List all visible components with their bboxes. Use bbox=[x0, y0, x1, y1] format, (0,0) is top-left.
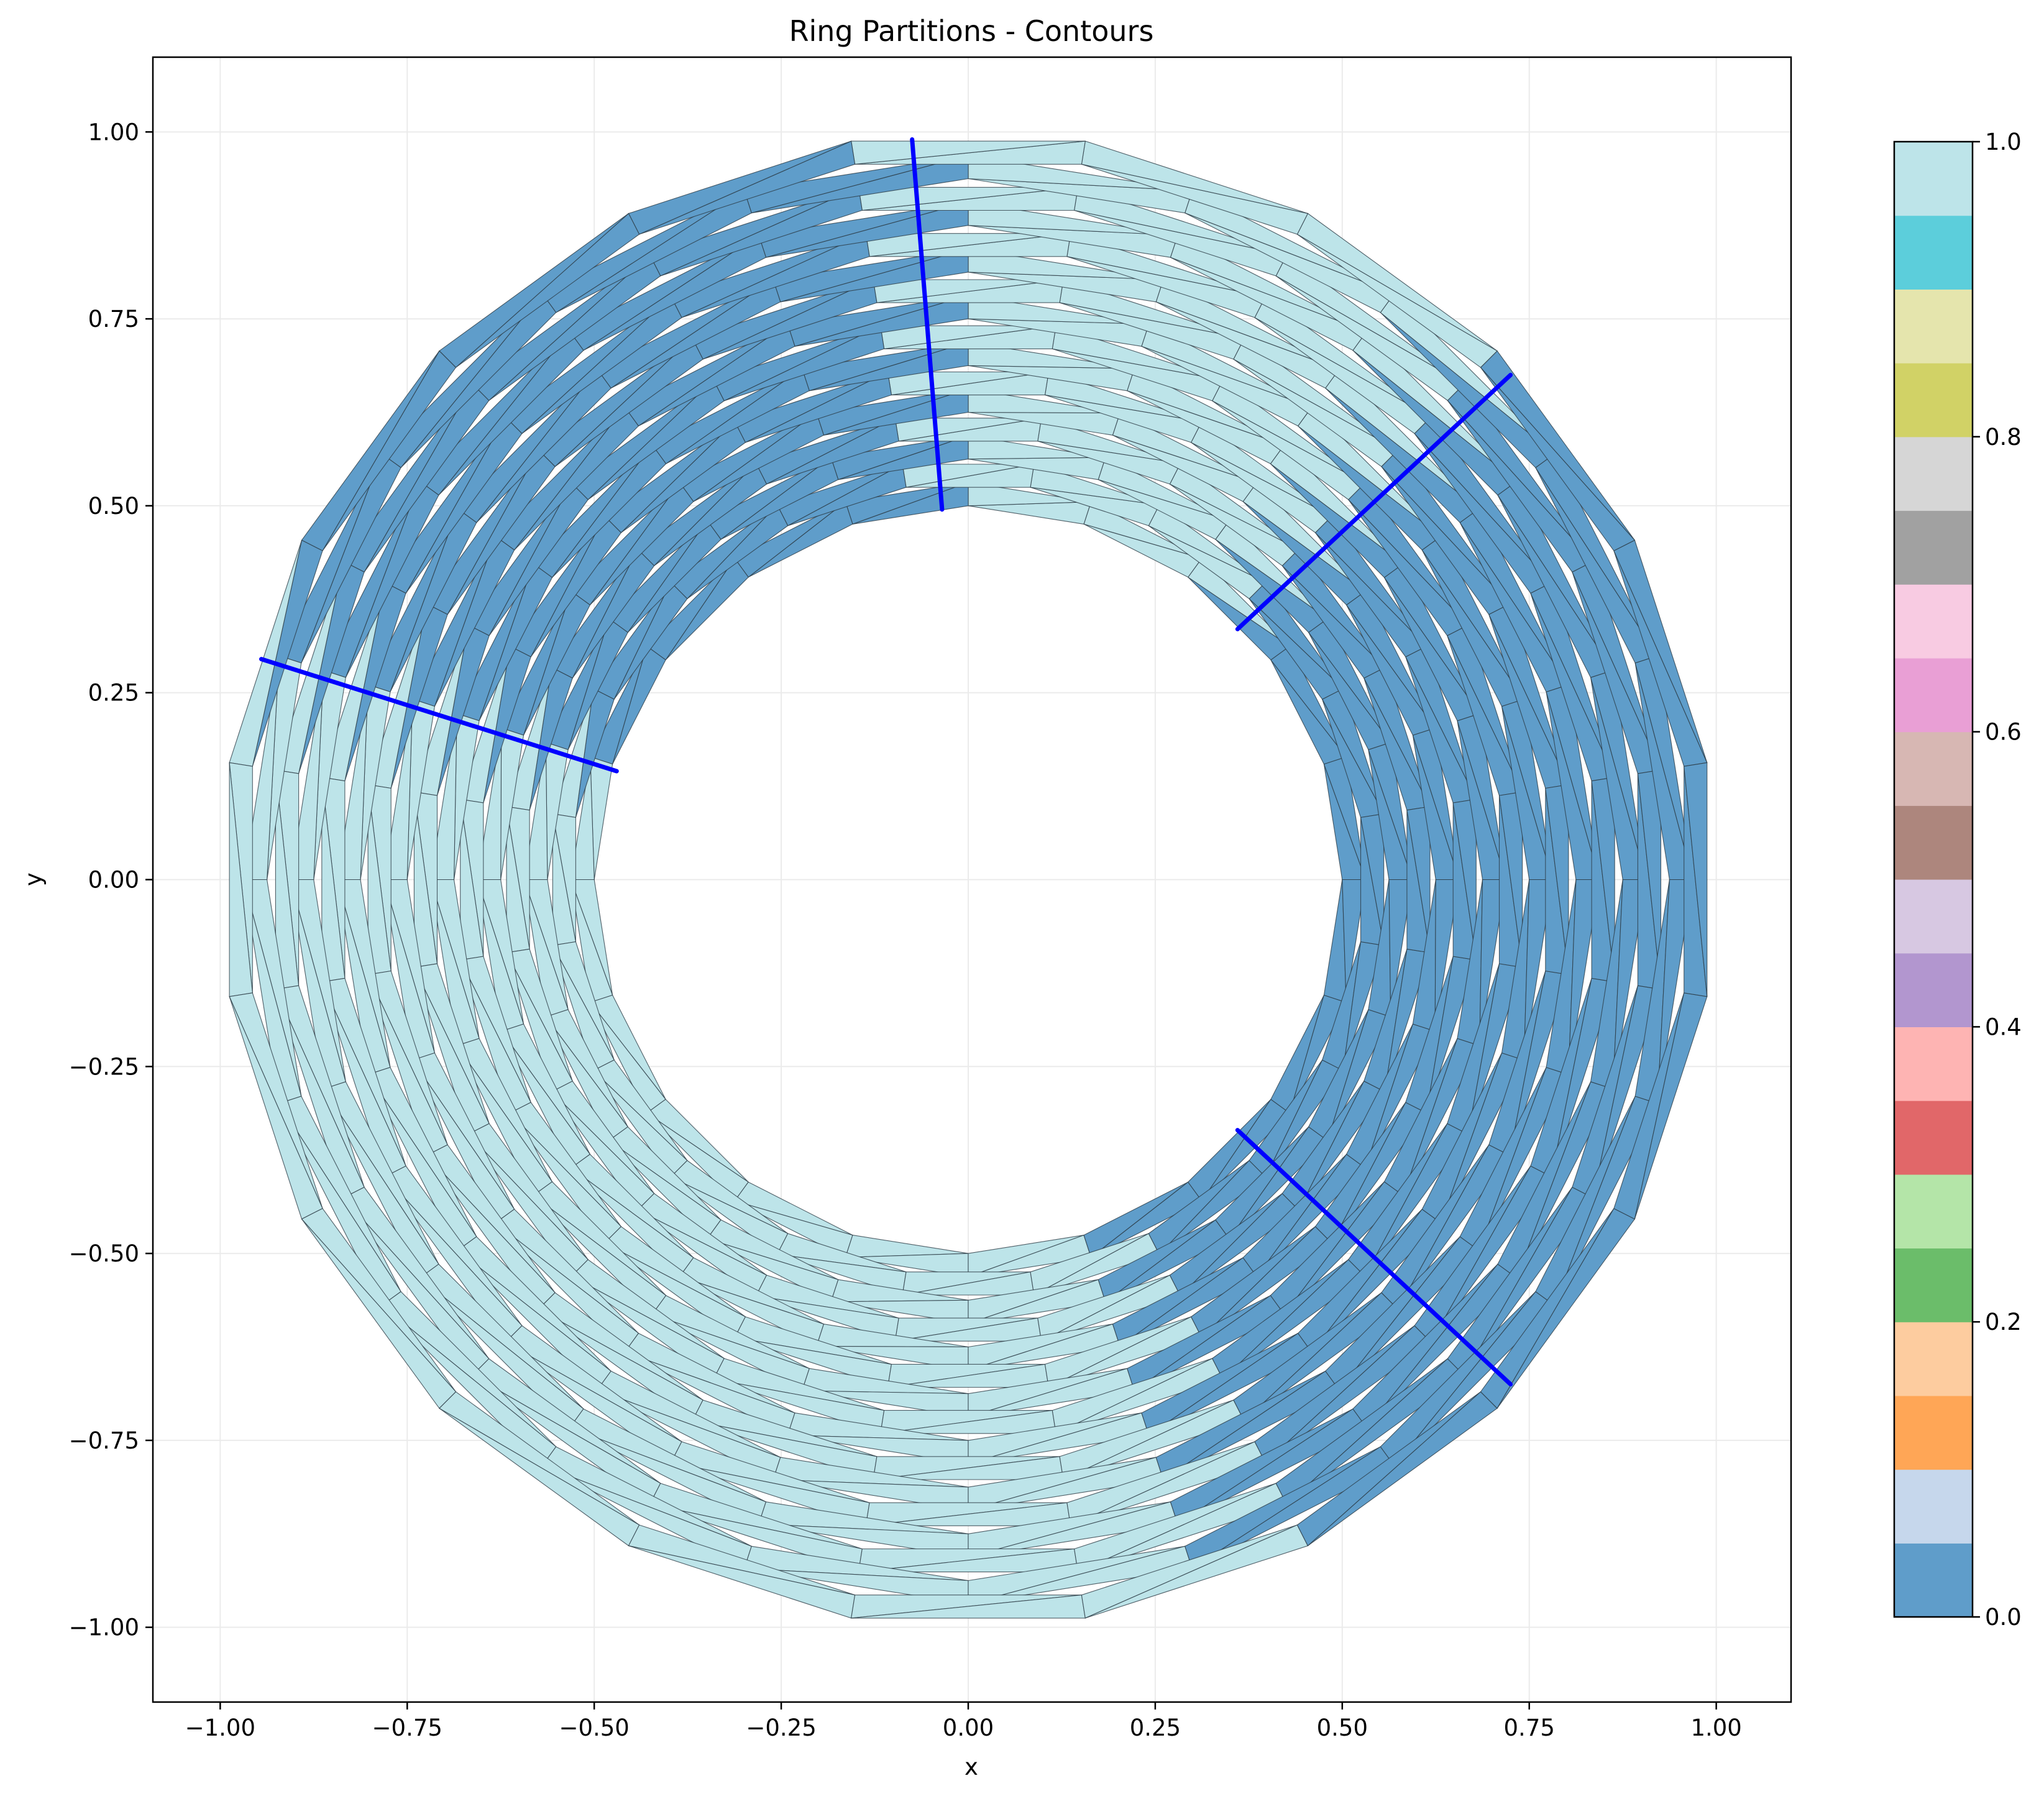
x-axis-label: x bbox=[965, 1754, 978, 1780]
x-tick-label: 0.00 bbox=[943, 1714, 994, 1741]
mesh-triangle bbox=[1388, 879, 1413, 1017]
colorbar-segment bbox=[1894, 510, 1973, 585]
contour-line bbox=[1235, 1128, 1513, 1387]
colorbar-tick-label: 0.0 bbox=[1985, 1604, 2022, 1631]
colorbar-segment bbox=[1894, 1174, 1973, 1249]
colorbar-segment bbox=[1894, 142, 1973, 216]
x-tick-label: 1.00 bbox=[1690, 1714, 1741, 1741]
plot-area bbox=[152, 56, 1792, 1703]
mesh-triangle bbox=[1637, 769, 1662, 990]
y-tick-label: −0.50 bbox=[69, 1240, 139, 1267]
colorbar-segment bbox=[1894, 363, 1973, 437]
x-tick-label: −0.50 bbox=[559, 1714, 629, 1741]
mesh-triangle bbox=[1684, 762, 1708, 997]
colorbar-segment bbox=[1894, 1101, 1973, 1175]
colorbar-segment bbox=[1894, 879, 1973, 954]
x-tick-label: 0.50 bbox=[1317, 1714, 1368, 1741]
x-tick-label: −0.25 bbox=[746, 1714, 816, 1741]
x-tick-label: −0.75 bbox=[372, 1714, 442, 1741]
y-tick-label: −1.00 bbox=[69, 1614, 139, 1641]
x-tick-label: 0.25 bbox=[1130, 1714, 1181, 1741]
colorbar: 0.0 0.2 0.4 0.6 0.8 1.0 bbox=[1893, 129, 2022, 1631]
y-tick-label: 0.50 bbox=[88, 493, 139, 520]
y-tick-label: 0.75 bbox=[88, 306, 139, 332]
colorbar-frame bbox=[1893, 140, 1974, 1618]
y-axis-ticks: 1.00 0.75 0.50 0.25 0.00 −0.25 −0.50 −0.75 −1.00 bbox=[69, 119, 153, 1641]
contour-line bbox=[910, 137, 945, 512]
colorbar-segment bbox=[1894, 657, 1973, 733]
y-tick-label: −0.25 bbox=[69, 1053, 139, 1080]
colorbar-segment bbox=[1894, 289, 1973, 364]
mesh-triangle bbox=[1452, 799, 1477, 960]
colorbar-segment bbox=[1894, 953, 1973, 1027]
x-axis-ticks: −1.00 −0.75 −0.50 −0.25 0.00 0.25 0.50 0.75 1.00 bbox=[185, 1702, 1742, 1741]
colorbar-segment bbox=[1894, 1027, 1973, 1101]
colorbar-segment bbox=[1894, 215, 1973, 290]
y-tick-label: 1.00 bbox=[88, 119, 139, 145]
mesh-triangle bbox=[1342, 879, 1367, 1003]
colorbar-tick-label: 0.8 bbox=[1985, 424, 2022, 451]
colorbar-segment bbox=[1894, 1322, 1973, 1396]
colorbar-tick-label: 0.4 bbox=[1985, 1014, 2022, 1040]
y-tick-label: −0.75 bbox=[69, 1427, 139, 1454]
x-tick-label: 0.75 bbox=[1504, 1714, 1555, 1741]
colorbar-segment bbox=[1894, 805, 1973, 880]
ring-mesh bbox=[229, 140, 1708, 1619]
colorbar-segment bbox=[1894, 1469, 1973, 1544]
chart-title: Ring Partitions - Contours bbox=[789, 14, 1154, 48]
x-tick-label: −1.00 bbox=[185, 1714, 255, 1741]
mesh-triangle bbox=[1591, 777, 1615, 982]
y-tick-label: 0.00 bbox=[88, 867, 139, 894]
contour-line bbox=[1235, 372, 1513, 631]
mesh-triangle bbox=[1360, 813, 1385, 946]
colorbar-segment bbox=[1894, 584, 1973, 659]
partition-contours bbox=[259, 137, 1513, 1387]
colorbar-tick-label: 1.0 bbox=[1985, 129, 2022, 155]
colorbar-segment bbox=[1894, 1248, 1973, 1322]
y-tick-label: 0.25 bbox=[88, 680, 139, 707]
mesh-triangle bbox=[1406, 806, 1431, 953]
mesh-triangle bbox=[1545, 784, 1569, 975]
colorbar-tick-label: 0.6 bbox=[1985, 719, 2022, 746]
contour-line bbox=[259, 657, 619, 774]
colorbar-segment bbox=[1894, 1543, 1973, 1618]
colorbar-tick-label: 0.2 bbox=[1985, 1309, 2022, 1335]
colorbar-segment bbox=[1894, 731, 1973, 806]
colorbar-segment bbox=[1894, 436, 1973, 511]
y-axis-label: y bbox=[20, 872, 47, 886]
colorbar-segment bbox=[1894, 1395, 1973, 1470]
mesh-triangle bbox=[1498, 791, 1523, 968]
